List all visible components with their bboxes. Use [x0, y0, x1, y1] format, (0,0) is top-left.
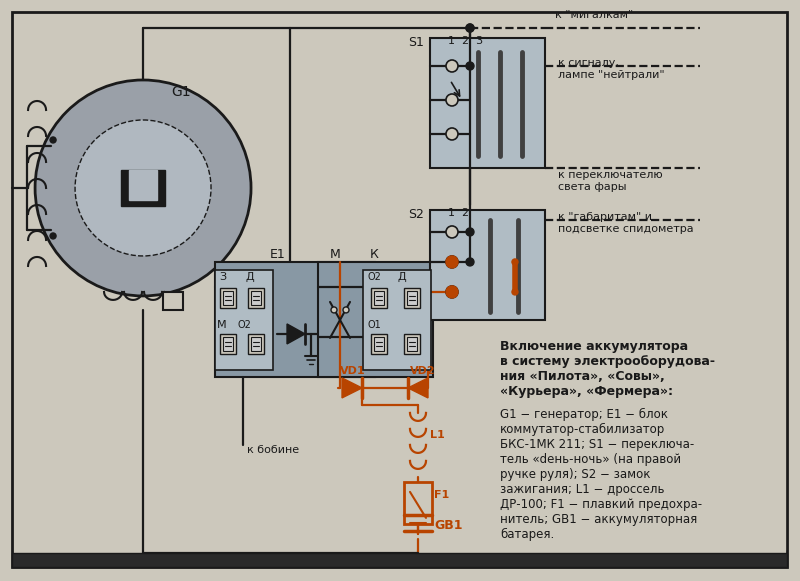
Text: Д: Д — [397, 272, 406, 282]
Bar — [223, 291, 233, 305]
Text: к "габаритам" и
подсветке спидометра: к "габаритам" и подсветке спидометра — [558, 212, 694, 234]
Circle shape — [446, 226, 458, 238]
Text: S2: S2 — [408, 208, 424, 221]
Bar — [430, 38, 545, 168]
Text: G1 − генератор; E1 − блок
коммутатор-стабилизатор
БКС-1МК 211; S1 − переключа-
т: G1 − генератор; E1 − блок коммутатор-ста… — [500, 408, 702, 541]
Text: F1: F1 — [434, 490, 450, 500]
Circle shape — [446, 60, 458, 72]
Bar — [500, 340, 785, 550]
Text: О1: О1 — [367, 320, 381, 330]
Bar — [220, 288, 236, 308]
Text: VD1: VD1 — [340, 366, 366, 376]
Bar — [251, 337, 261, 351]
Bar — [374, 337, 384, 351]
Text: О2: О2 — [367, 272, 381, 282]
Circle shape — [446, 256, 458, 268]
Bar — [318, 262, 433, 377]
Bar — [407, 291, 417, 305]
Text: к сигналу,
лампе "нейтрали": к сигналу, лампе "нейтрали" — [558, 58, 665, 80]
Circle shape — [466, 24, 474, 32]
Circle shape — [75, 120, 211, 256]
Text: E1: E1 — [270, 248, 286, 261]
Circle shape — [466, 258, 474, 266]
Bar — [248, 288, 264, 308]
Text: О2: О2 — [237, 320, 251, 330]
Circle shape — [512, 289, 518, 295]
Polygon shape — [342, 378, 362, 398]
Circle shape — [466, 24, 474, 32]
Bar — [12, 553, 787, 567]
Circle shape — [331, 307, 337, 313]
Bar — [163, 292, 183, 310]
Bar — [129, 170, 157, 200]
Bar — [215, 262, 375, 377]
Text: 1  2: 1 2 — [448, 208, 469, 218]
Text: к "мигалкам": к "мигалкам" — [555, 10, 634, 20]
Bar — [121, 170, 165, 206]
Text: З: З — [219, 272, 226, 282]
Circle shape — [50, 137, 56, 143]
Text: к переключателю
света фары: к переключателю света фары — [558, 170, 662, 192]
Text: М: М — [330, 248, 341, 261]
Circle shape — [35, 80, 251, 296]
Circle shape — [50, 233, 56, 239]
Bar — [248, 334, 264, 354]
Text: к бобине: к бобине — [247, 445, 299, 455]
Text: VD2: VD2 — [410, 366, 436, 376]
Circle shape — [343, 307, 349, 313]
Bar — [220, 334, 236, 354]
Circle shape — [446, 286, 458, 298]
Text: Д: Д — [245, 272, 254, 282]
Bar — [374, 291, 384, 305]
Polygon shape — [408, 378, 428, 398]
Circle shape — [466, 62, 474, 70]
Bar — [430, 210, 545, 320]
Circle shape — [446, 128, 458, 140]
Text: 1  2  3: 1 2 3 — [448, 36, 483, 46]
Circle shape — [466, 228, 474, 236]
Text: G1: G1 — [171, 85, 190, 99]
Bar — [223, 337, 233, 351]
Bar — [404, 482, 432, 524]
Text: GB1: GB1 — [434, 519, 462, 532]
Text: L1: L1 — [430, 430, 445, 440]
Bar — [407, 337, 417, 351]
Bar — [371, 288, 387, 308]
Circle shape — [446, 94, 458, 106]
Text: Включение аккумулятора
в систему электрооборудова-
ния «Пилота», «Совы»,
«Курьер: Включение аккумулятора в систему электро… — [500, 340, 715, 398]
Bar — [404, 334, 420, 354]
Bar — [363, 270, 431, 370]
Bar — [251, 291, 261, 305]
Text: К: К — [370, 248, 379, 261]
Bar — [215, 270, 273, 370]
Polygon shape — [287, 324, 305, 344]
Text: М: М — [217, 320, 226, 330]
Bar — [371, 334, 387, 354]
Text: S1: S1 — [408, 36, 424, 49]
Circle shape — [446, 286, 458, 298]
Circle shape — [512, 259, 518, 265]
Bar — [404, 288, 420, 308]
Circle shape — [446, 256, 458, 268]
